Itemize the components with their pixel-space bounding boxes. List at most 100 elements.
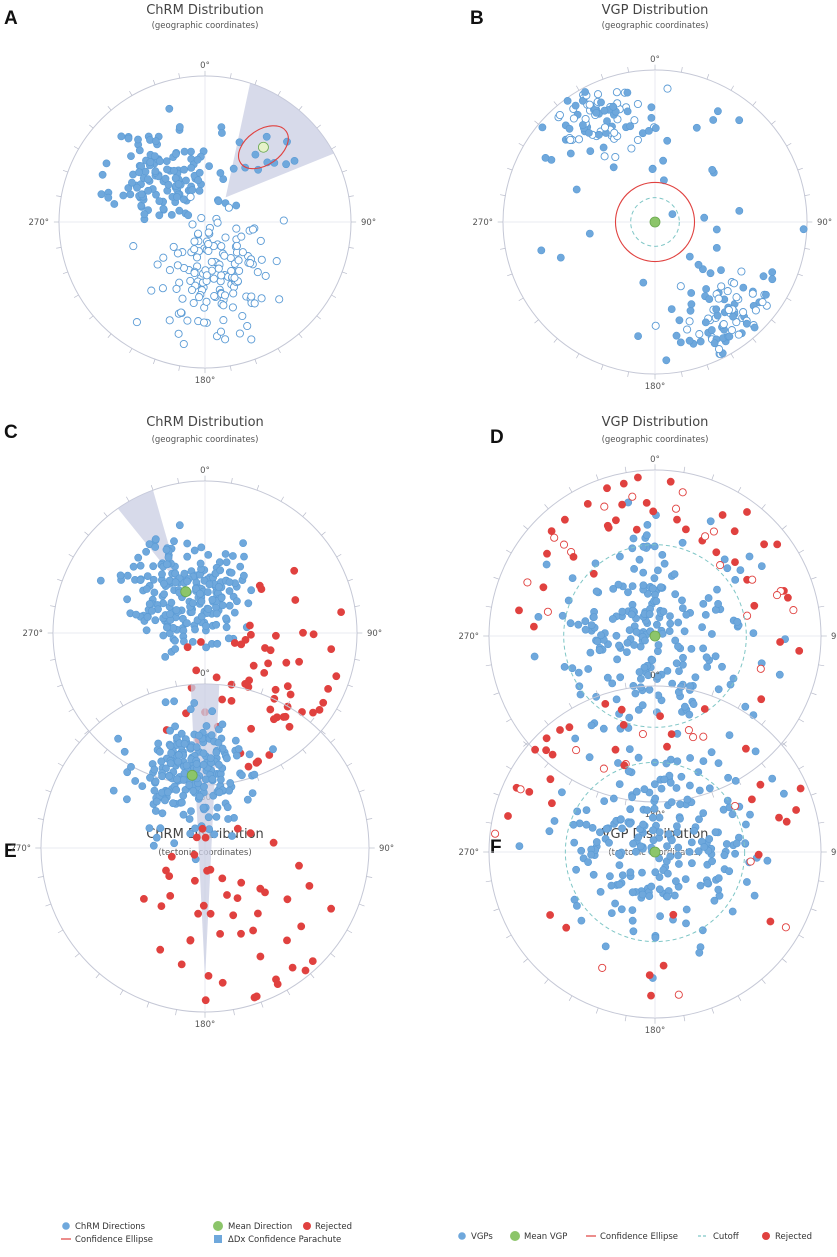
- data-point: [166, 742, 175, 750]
- data-point: [237, 232, 246, 241]
- data-point: [151, 777, 160, 786]
- data-point: [680, 627, 689, 636]
- data-point: [123, 768, 132, 777]
- data-point: [725, 731, 734, 739]
- rejected-point: [649, 507, 658, 516]
- data-point: [618, 607, 627, 616]
- tick-mark: [553, 101, 558, 106]
- data-point: [161, 698, 170, 707]
- rejected-point: [699, 732, 708, 741]
- tick-mark: [74, 953, 80, 958]
- data-point: [183, 316, 192, 325]
- tick-mark: [45, 789, 52, 793]
- data-point: [737, 267, 746, 276]
- panel-title: ChRM Distribution: [146, 415, 264, 430]
- data-point: [143, 572, 152, 580]
- data-point: [626, 868, 635, 877]
- data-point: [131, 777, 140, 785]
- tick-mark: [544, 504, 549, 510]
- tick-mark: [818, 605, 825, 608]
- data-point: [707, 326, 716, 334]
- data-point: [195, 792, 204, 801]
- rejected-point: [297, 922, 306, 931]
- rejected-point: [548, 799, 556, 808]
- legend-rejected-marker-right: [762, 1232, 770, 1240]
- data-point: [635, 668, 644, 676]
- panel-letter: A: [4, 8, 18, 29]
- rejected-point: [543, 607, 552, 616]
- data-point: [180, 739, 189, 748]
- tick-mark: [321, 730, 326, 735]
- data-point: [643, 806, 652, 814]
- data-point: [749, 629, 758, 637]
- rejected-point: [265, 751, 274, 759]
- data-point: [190, 699, 199, 707]
- cutoff-circle: [630, 197, 680, 247]
- label-180: 180°: [195, 1020, 215, 1030]
- data-point: [739, 308, 748, 317]
- data-point: [640, 785, 649, 794]
- tick-mark: [280, 764, 284, 770]
- tick-mark: [624, 1015, 627, 1022]
- data-point: [217, 242, 226, 251]
- rejected-point: [542, 734, 551, 743]
- rejected-point: [559, 540, 569, 549]
- data-point: [577, 916, 586, 925]
- data-point: [751, 747, 760, 756]
- data-point: [174, 180, 183, 189]
- panel-b: B VGP Distribution (geographic coordinates…: [470, 3, 832, 392]
- data-point: [213, 803, 222, 812]
- data-point: [135, 146, 144, 155]
- data-point: [172, 786, 181, 794]
- data-point: [601, 942, 610, 951]
- data-point: [197, 597, 206, 606]
- data-point: [714, 874, 723, 882]
- data-point: [144, 186, 152, 195]
- data-point: [117, 132, 126, 141]
- label-0: 0°: [200, 466, 210, 476]
- data-point: [240, 552, 248, 561]
- tick-mark: [600, 74, 604, 80]
- rejected-point: [561, 515, 569, 524]
- rejected-point: [288, 963, 297, 972]
- data-point: [172, 193, 181, 201]
- data-point: [123, 571, 132, 580]
- data-point: [150, 588, 159, 597]
- data-point: [702, 285, 710, 293]
- data-point: [247, 335, 256, 344]
- data-point: [748, 289, 757, 298]
- rejected-point: [603, 484, 611, 493]
- data-point: [700, 843, 709, 851]
- data-point: [132, 318, 141, 327]
- legend-mean-vgp-marker: [510, 1231, 520, 1241]
- tick-mark: [500, 194, 506, 196]
- tick-mark: [506, 549, 512, 554]
- data-point: [682, 610, 691, 619]
- data-point: [714, 885, 723, 894]
- data-point: [192, 743, 201, 752]
- data-point: [707, 748, 716, 757]
- data-point: [182, 761, 191, 770]
- rejected-point: [775, 813, 783, 822]
- tick-mark: [233, 1009, 235, 1016]
- rejected-point: [716, 561, 725, 570]
- data-point: [230, 273, 239, 282]
- rejected-point: [589, 569, 598, 578]
- data-point: [589, 870, 598, 879]
- tick-mark: [348, 247, 354, 249]
- data-point: [232, 751, 241, 760]
- data-point: [171, 569, 180, 578]
- data-point: [251, 150, 260, 159]
- data-point: [151, 535, 160, 544]
- tick-mark: [107, 333, 112, 338]
- data-point: [151, 616, 160, 625]
- data-point: [223, 803, 232, 812]
- rejected-point: [748, 575, 757, 584]
- tick-mark: [485, 605, 492, 608]
- data-point: [577, 846, 586, 855]
- rejected-point: [647, 991, 655, 1000]
- data-point: [189, 298, 198, 308]
- data-point: [566, 619, 575, 628]
- data-point: [102, 159, 111, 168]
- data-point: [666, 852, 675, 861]
